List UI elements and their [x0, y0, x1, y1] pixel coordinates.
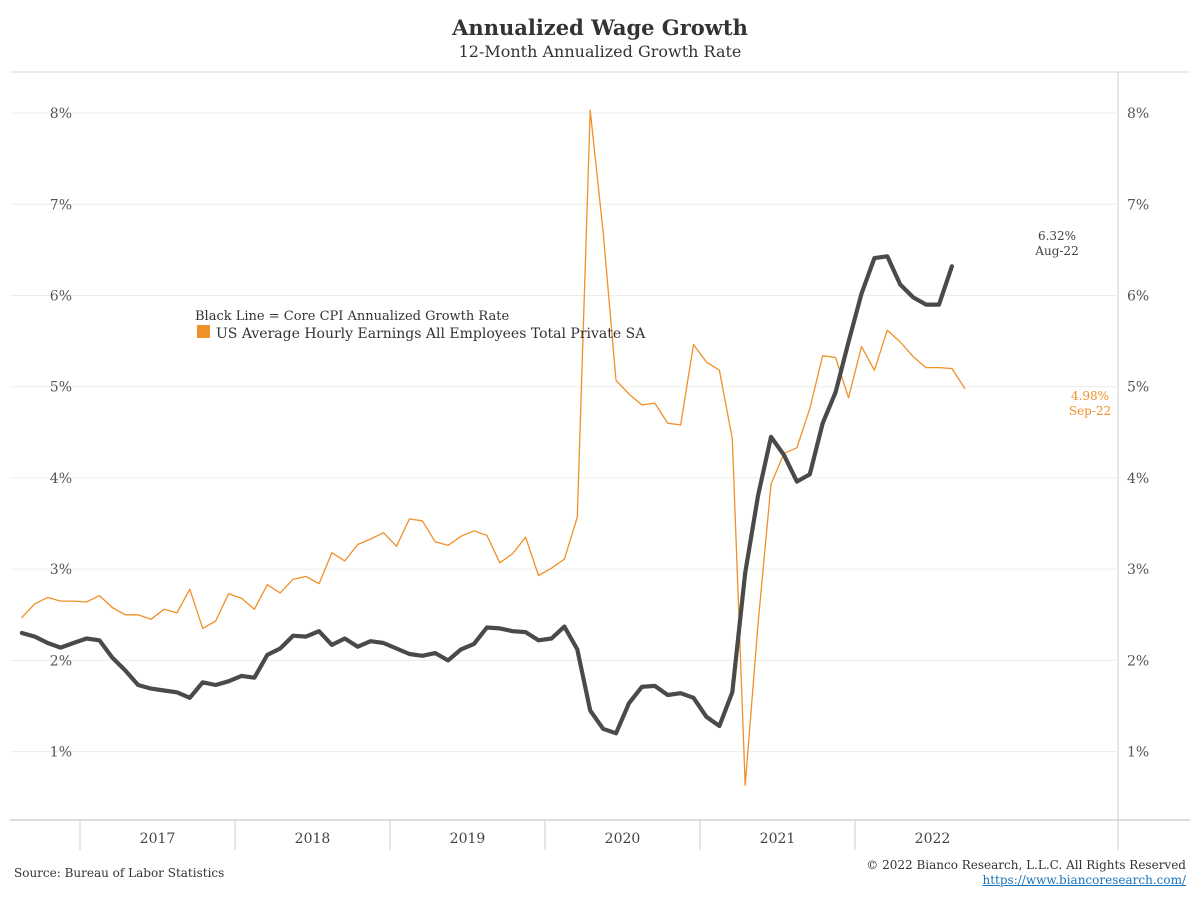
y-tick-label-right: 8%	[1127, 106, 1149, 122]
source-note: Source: Bureau of Labor Statistics	[14, 866, 225, 880]
y-tick-label-right: 1%	[1127, 745, 1149, 761]
y-tick-label-left: 1%	[50, 745, 72, 761]
y-tick-label-left: 8%	[50, 106, 72, 122]
y-tick-label-right: 3%	[1127, 562, 1149, 578]
copyright-block: © 2022 Bianco Research, L.L.C. All Right…	[866, 858, 1186, 888]
y-tick-label-right: 5%	[1127, 380, 1149, 396]
y-tick-label-right: 7%	[1127, 197, 1149, 213]
x-tick-label: 2020	[605, 831, 641, 847]
core-cpi-last-date: Aug-22	[1034, 244, 1078, 258]
legend: Black Line = Core CPI Annualized Growth …	[195, 309, 646, 342]
earnings-last-value: 4.98%	[1071, 389, 1109, 403]
legend-core-cpi-label: Black Line = Core CPI Annualized Growth …	[195, 309, 509, 324]
chart-title: Annualized Wage Growth	[452, 15, 748, 40]
series-line-earnings	[21, 109, 966, 786]
y-axis-left: 1% 2% 3% 4% 5% 6% 7% 8%	[50, 106, 72, 761]
series-group	[19, 109, 966, 786]
website-link[interactable]: https://www.biancoresearch.com/	[982, 873, 1186, 887]
y-tick-label-left: 3%	[50, 562, 72, 578]
series-line-core-cpi	[19, 254, 955, 736]
annotations: 6.32% Aug-22 4.98% Sep-22	[1034, 229, 1111, 418]
x-tick-label: 2019	[450, 831, 486, 847]
y-tick-label-right: 2%	[1127, 653, 1149, 669]
x-axis: 2017 2018 2019 2020 2021 2022	[79, 820, 951, 850]
earnings-last-date: Sep-22	[1069, 404, 1111, 418]
y-axis-right: 1% 2% 3% 4% 5% 6% 7% 8%	[1127, 106, 1149, 761]
legend-earnings-label: US Average Hourly Earnings All Employees…	[216, 326, 646, 342]
y-tick-label-left: 7%	[50, 197, 72, 213]
chart-subtitle: 12-Month Annualized Growth Rate	[458, 42, 742, 61]
y-tick-label-left: 4%	[50, 471, 72, 487]
legend-earnings-swatch	[197, 325, 210, 338]
x-tick-label: 2021	[760, 831, 796, 847]
y-tick-label-right: 6%	[1127, 288, 1149, 304]
copyright-text: © 2022 Bianco Research, L.L.C. All Right…	[866, 858, 1186, 872]
x-tick-label: 2022	[915, 831, 951, 847]
y-tick-label-right: 4%	[1127, 471, 1149, 487]
y-tick-label-left: 6%	[50, 288, 72, 304]
y-tick-label-left: 5%	[50, 380, 72, 396]
core-cpi-last-value: 6.32%	[1038, 229, 1076, 243]
x-tick-label: 2018	[295, 831, 331, 847]
x-tick-label: 2017	[140, 831, 176, 847]
y-tick-label-left: 2%	[50, 653, 72, 669]
gridlines	[10, 112, 1118, 753]
